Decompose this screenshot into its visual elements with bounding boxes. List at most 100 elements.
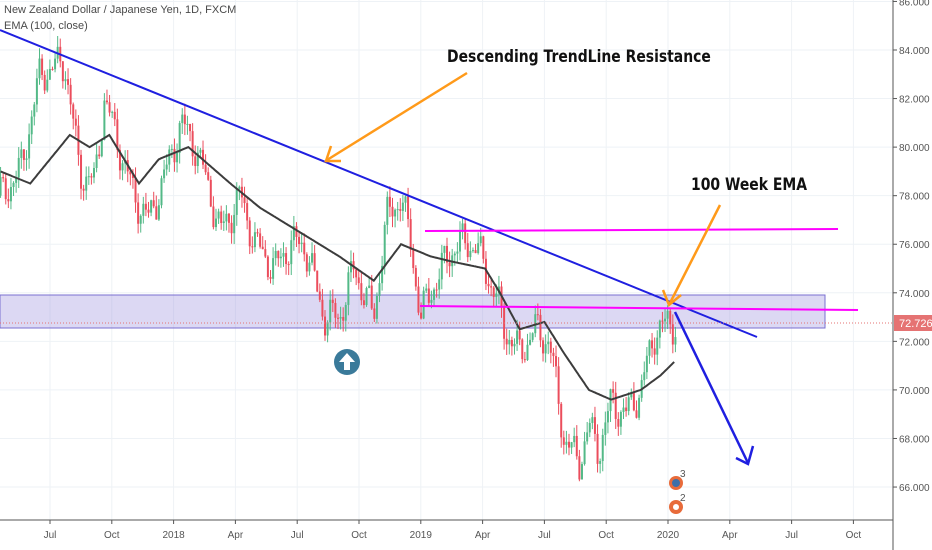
candle-body — [412, 249, 415, 269]
candle-body — [601, 434, 604, 462]
candle-body — [189, 123, 192, 132]
candle-body — [17, 157, 20, 178]
candle-body — [596, 433, 599, 464]
candle-body — [98, 154, 101, 157]
candle-body — [544, 344, 547, 354]
x-tick-label: Oct — [104, 530, 120, 541]
y-tick-label: 66.000 — [899, 483, 930, 494]
candle-body — [666, 310, 669, 319]
candle-body — [446, 245, 449, 263]
candle-body — [612, 389, 615, 393]
candle-body — [318, 291, 321, 300]
candle-body — [606, 411, 609, 423]
resistance-level-line[interactable] — [424, 228, 839, 232]
ema-callout-arrow[interactable] — [661, 204, 722, 308]
candle-body — [186, 123, 189, 125]
candle-body — [653, 348, 656, 355]
x-tick-label: Oct — [598, 530, 614, 541]
candle-body — [370, 285, 373, 309]
candle-body — [386, 196, 389, 225]
candle-body — [557, 366, 560, 404]
candle-body — [414, 268, 417, 287]
x-tick-label: 2018 — [162, 530, 185, 541]
candle-body — [516, 330, 519, 344]
up-arrow-icon[interactable] — [334, 349, 360, 375]
candle-body — [4, 178, 7, 200]
svg-text:72.726: 72.726 — [899, 318, 932, 330]
candle-body — [656, 337, 659, 355]
candle-body — [404, 196, 407, 203]
candle-body — [648, 340, 651, 356]
candle-body — [279, 256, 282, 259]
candle-body — [430, 299, 433, 303]
candle-body — [0, 177, 2, 196]
candle-body — [12, 182, 15, 187]
x-tick-label: 2020 — [657, 530, 680, 541]
candle-body — [355, 269, 358, 278]
candle-body — [471, 250, 474, 252]
candle-body — [570, 442, 573, 448]
events-icon[interactable]: 3 2 — [669, 469, 686, 514]
ema-indicator-label[interactable]: EMA (100, close) — [4, 20, 88, 32]
candle-body — [378, 283, 381, 296]
candle-body — [235, 189, 238, 215]
candle-body — [152, 200, 155, 207]
candle-body — [147, 209, 150, 213]
candle-body — [202, 149, 205, 165]
candle-body — [495, 293, 498, 297]
ema-annotation[interactable]: 100 Week EMA — [691, 175, 808, 195]
candle-body — [539, 314, 542, 341]
x-tick-label: Oct — [351, 530, 367, 541]
candle-body — [567, 441, 570, 448]
candle-body — [625, 407, 628, 412]
candle-body — [233, 214, 236, 234]
candle-body — [536, 314, 539, 316]
trendline-annotation[interactable]: Descending TrendLine Resistance — [447, 47, 711, 67]
candle-body — [7, 199, 10, 202]
candle-body — [474, 250, 477, 254]
candle-body — [168, 149, 171, 165]
candle-body — [28, 134, 31, 159]
candle-body — [69, 84, 72, 105]
descending-trendline[interactable] — [0, 29, 758, 338]
candle-body — [362, 300, 365, 306]
candle-body — [604, 422, 607, 435]
projection-arrow[interactable] — [673, 311, 755, 466]
candle-body — [342, 316, 345, 321]
trendline-callout-arrow[interactable] — [324, 71, 468, 163]
candle-body — [253, 232, 256, 248]
candle-body — [518, 330, 521, 340]
candle-body — [331, 299, 334, 303]
time-axis[interactable]: Jul Oct 2018 Apr Jul Oct 2019 Apr Jul Oct 2020 Apr J… — [44, 520, 862, 541]
candle-body — [664, 318, 667, 322]
candle-body — [87, 176, 90, 178]
candle-body — [222, 221, 225, 224]
candle-body — [274, 250, 277, 259]
candle-body — [155, 206, 158, 220]
price-axis[interactable]: 86.000 84.000 82.000 80.000 78.000 76.000 74.0… — [893, 0, 930, 494]
candle-body — [669, 310, 672, 325]
candle-body — [443, 245, 446, 253]
candle-body — [298, 236, 301, 245]
candle-body — [272, 258, 275, 279]
candle-body — [469, 250, 472, 258]
y-tick-label: 74.000 — [899, 289, 930, 300]
candle-body — [336, 317, 339, 319]
candle-body — [214, 218, 217, 228]
candle-body — [100, 139, 103, 157]
candle-body — [277, 250, 280, 259]
candle-body — [321, 299, 324, 317]
candle-body — [199, 149, 202, 153]
candle-body — [360, 283, 363, 301]
candle-body — [311, 253, 314, 263]
candle-body — [334, 302, 337, 318]
x-tick-label: Jul — [785, 530, 798, 541]
support-level-line[interactable] — [419, 305, 859, 311]
y-tick-label: 68.000 — [899, 434, 930, 445]
candle-body — [453, 253, 456, 256]
candle-body — [671, 324, 674, 345]
candle-body — [105, 100, 108, 103]
support-resistance-zone[interactable] — [0, 294, 826, 329]
